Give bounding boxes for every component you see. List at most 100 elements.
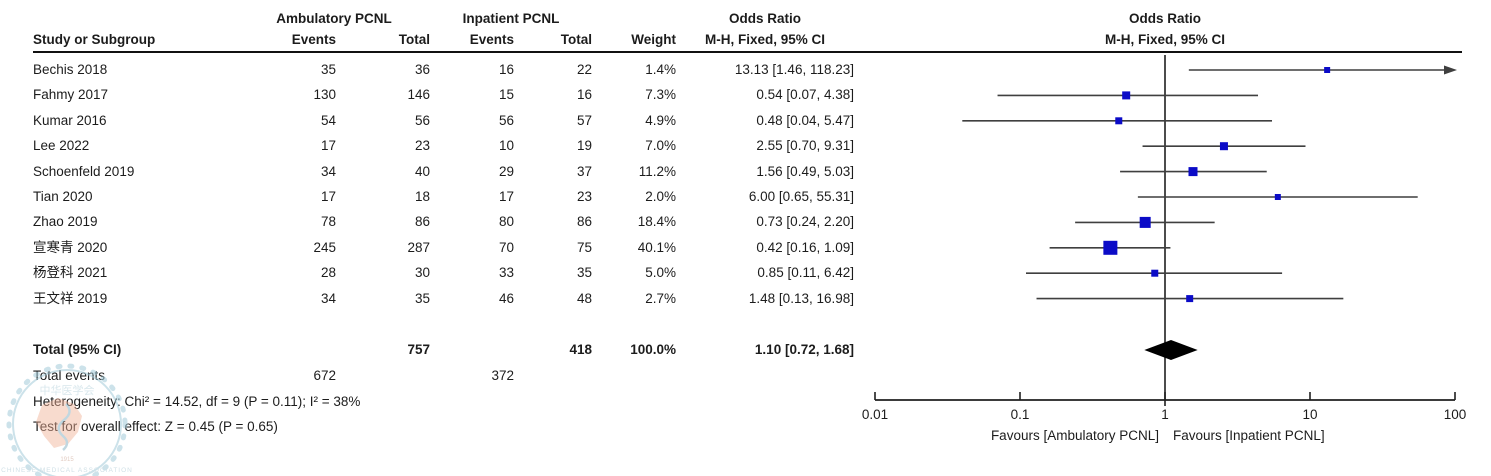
study-name: Zhao 2019 — [33, 214, 98, 229]
axis-tick-label: 10 — [1302, 407, 1317, 422]
inpatient-total: 86 — [576, 214, 592, 229]
header-rule — [33, 51, 1462, 53]
or-marker-square — [1324, 67, 1331, 73]
total-inp-total: 418 — [569, 342, 592, 357]
ambulatory-total: 18 — [414, 189, 430, 204]
or-ci-value: 1.56 [0.49, 5.03] — [756, 164, 854, 179]
inpatient-events: 10 — [498, 138, 514, 153]
odds-ratio-column-title: Odds Ratio — [728, 11, 801, 26]
column-header-weight: Weight — [631, 32, 676, 47]
study-name: 杨登科 2021 — [33, 265, 108, 280]
or-ci-value: 1.48 [0.13, 16.98] — [748, 291, 854, 306]
weight-value: 11.2% — [638, 164, 676, 179]
ambulatory-total: 287 — [407, 240, 430, 255]
group-header-ambulatory: Ambulatory PCNL — [276, 11, 392, 26]
or-marker-square — [1139, 216, 1151, 228]
or-marker-square — [1115, 117, 1123, 125]
inpatient-events: 33 — [498, 265, 514, 280]
weight-value: 4.9% — [645, 113, 676, 128]
favours-left-label: Favours [Ambulatory PCNL] — [991, 428, 1159, 443]
total-amb-total: 757 — [407, 342, 430, 357]
total-label: Total (95% CI) — [33, 342, 122, 357]
ambulatory-events: 245 — [313, 240, 336, 255]
or-ci-value: 13.13 [1.46, 118.23] — [734, 62, 854, 77]
seal-staff-symbol — [57, 403, 71, 451]
inpatient-events: 70 — [498, 240, 514, 255]
inpatient-events: 56 — [498, 113, 514, 128]
ambulatory-events: 17 — [320, 189, 336, 204]
column-header-inp-total: Total — [560, 32, 592, 47]
journal-watermark-seal: 中华医学会 1915 CHINESE MEDICAL ASSOCIATION — [1, 363, 133, 476]
ambulatory-total: 40 — [414, 164, 430, 179]
ambulatory-total: 86 — [414, 214, 430, 229]
ambulatory-events: 78 — [320, 214, 336, 229]
weight-value: 2.7% — [645, 291, 676, 306]
total-events-ambulatory: 672 — [313, 368, 336, 383]
ambulatory-events: 34 — [320, 291, 336, 306]
ambulatory-total: 23 — [414, 138, 430, 153]
column-header-or-ci: M-H, Fixed, 95% CI — [704, 32, 826, 47]
study-name: 王文祥 2019 — [33, 291, 108, 306]
ambulatory-total: 146 — [407, 87, 430, 102]
seal-ring — [6, 363, 128, 476]
study-name: Fahmy 2017 — [33, 87, 109, 102]
weight-value: 1.4% — [645, 62, 676, 77]
plot-header-or-ci: M-H, Fixed, 95% CI — [1104, 32, 1226, 47]
or-ci-value: 0.54 [0.07, 4.38] — [756, 87, 854, 102]
inpatient-events: 46 — [498, 291, 514, 306]
inpatient-total: 37 — [576, 164, 592, 179]
weight-value: 7.0% — [645, 138, 676, 153]
seal-org-en: CHINESE MEDICAL ASSOCIATION — [1, 467, 133, 474]
inpatient-total: 16 — [576, 87, 592, 102]
inpatient-total: 23 — [576, 189, 592, 204]
ambulatory-events: 17 — [320, 138, 336, 153]
weight-value: 40.1% — [637, 240, 676, 255]
or-marker-square — [1151, 269, 1159, 277]
weight-value: 18.4% — [637, 214, 676, 229]
odds-ratio-plot-title: Odds Ratio — [1128, 11, 1201, 26]
summary-diamond — [1144, 340, 1198, 360]
ambulatory-events: 35 — [320, 62, 336, 77]
inpatient-total: 75 — [576, 240, 592, 255]
seal-map-blob — [36, 398, 82, 448]
overall-effect-test: Test for overall effect: Z = 0.45 (P = 0… — [33, 419, 278, 434]
study-name: Lee 2022 — [33, 138, 90, 153]
ambulatory-total: 30 — [414, 265, 430, 280]
study-name: Kumar 2016 — [33, 113, 107, 128]
column-header-study: Study or Subgroup — [33, 32, 156, 47]
study-name: 宣寒青 2020 — [33, 240, 108, 255]
ambulatory-events: 54 — [320, 113, 336, 128]
or-ci-value: 0.85 [0.11, 6.42] — [757, 265, 854, 280]
study-name: Bechis 2018 — [33, 62, 108, 77]
or-marker-square — [1103, 240, 1118, 255]
ambulatory-total: 35 — [414, 291, 430, 306]
axis-tick-label: 0.1 — [1011, 407, 1030, 422]
or-marker-square — [1186, 295, 1194, 303]
or-ci-value: 6.00 [0.65, 55.31] — [748, 189, 854, 204]
axis-tick-label: 1 — [1161, 407, 1169, 422]
seal-year: 1915 — [60, 457, 74, 463]
inpatient-total: 35 — [576, 265, 592, 280]
favours-right-label: Favours [Inpatient PCNL] — [1173, 428, 1325, 443]
ci-arrow-right — [1444, 65, 1457, 75]
or-marker-square — [1188, 167, 1198, 177]
or-ci-value: 0.48 [0.04, 5.47] — [756, 113, 854, 128]
ambulatory-events: 28 — [320, 265, 336, 280]
ambulatory-total: 56 — [414, 113, 430, 128]
or-ci-value: 0.73 [0.24, 2.20] — [756, 214, 854, 229]
or-marker-square — [1219, 142, 1228, 151]
inpatient-events: 29 — [498, 164, 514, 179]
weight-value: 7.3% — [645, 87, 676, 102]
column-header-inp-events: Events — [469, 32, 514, 47]
study-name: Tian 2020 — [33, 189, 93, 204]
column-header-amb-events: Events — [291, 32, 336, 47]
inpatient-events: 15 — [498, 87, 514, 102]
ambulatory-total: 36 — [414, 62, 430, 77]
inpatient-total: 57 — [576, 113, 592, 128]
weight-value: 2.0% — [645, 189, 676, 204]
total-events-inpatient: 372 — [491, 368, 514, 383]
inpatient-events: 16 — [498, 62, 514, 77]
axis-tick-label: 100 — [1444, 407, 1467, 422]
